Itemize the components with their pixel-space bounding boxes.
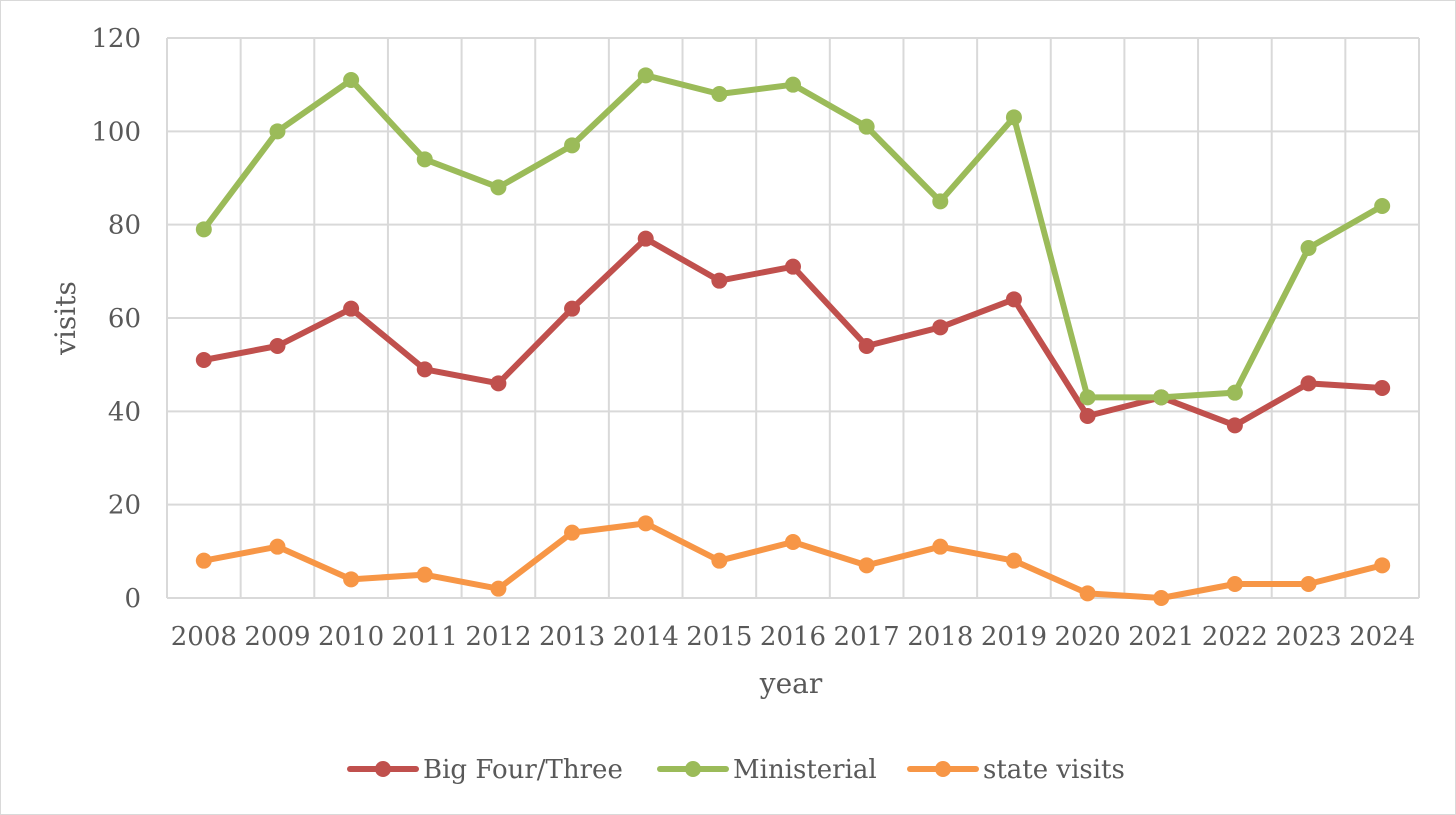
data-point [1005,552,1022,569]
x-tick-label: 2017 [834,622,900,652]
data-point [343,300,360,317]
x-tick-label: 2023 [1275,622,1341,652]
data-point [785,258,801,275]
data-point [195,221,212,238]
y-tick-label: 0 [124,584,141,614]
data-point [564,524,581,541]
data-point [269,123,286,140]
data-point [785,76,801,93]
data-point [932,538,949,555]
x-tick-label: 2013 [539,622,605,652]
data-point [490,580,507,597]
data-point [343,571,360,588]
data-point [564,137,581,154]
series-ministerial [195,67,1391,406]
x-tick-label: 2019 [981,622,1047,652]
y-tick-label: 20 [108,491,141,521]
y-tick-label: 100 [91,117,141,147]
data-point [858,118,875,135]
data-point [711,272,728,289]
x-tick-label: 2024 [1349,622,1415,652]
data-point [711,86,728,102]
x-tick-label: 2012 [465,622,531,652]
x-tick-label: 2022 [1202,622,1268,652]
legend: Big Four/Three Ministerial state visits [347,755,1125,785]
data-point [1153,389,1170,406]
data-point [195,552,212,569]
data-point [195,352,212,368]
legend-label: Big Four/Three [423,755,623,785]
legend-marker [375,761,391,777]
data-point [1005,291,1022,308]
data-point [858,557,875,574]
data-point [269,338,286,354]
legend-marker [685,761,701,777]
x-tick-label: 2020 [1055,622,1121,652]
data-point [564,300,581,317]
data-point [1300,576,1317,592]
axes: 0 20 40 60 80 100 120 2008 2009 2010 2011 2012 2013 2… [91,24,1415,652]
legend-marker [935,761,951,777]
data-point [785,534,801,550]
data-point [932,319,949,336]
data-point [1226,384,1243,401]
data-point [1079,585,1096,602]
legend-item: state visits [907,755,1125,785]
data-point [490,375,507,392]
data-point [1374,380,1391,396]
x-tick-label: 2018 [907,622,973,652]
data-point [416,361,433,378]
legend-label: Ministerial [733,755,877,785]
x-tick-label: 2011 [392,622,458,652]
data-point [858,338,875,354]
series-lines [195,67,1391,606]
data-point [1226,576,1243,592]
data-point [1374,198,1391,214]
x-tick-label: 2014 [613,622,679,652]
data-point [416,151,433,168]
data-point [269,538,286,555]
data-point [1226,417,1243,434]
legend-item: Big Four/Three [347,755,623,785]
legend-item: Ministerial [657,755,877,785]
x-tick-label: 2021 [1128,622,1194,652]
y-tick-label: 80 [108,211,141,241]
data-point [1005,109,1022,126]
data-point [1079,408,1096,424]
data-point [343,72,360,88]
series-state-visits [195,515,1391,606]
x-tick-label: 2009 [244,622,310,652]
data-point [490,179,507,196]
data-point [711,552,728,569]
y-tick-label: 60 [108,304,141,334]
x-tick-label: 2010 [318,622,384,652]
data-point [416,566,433,583]
x-tick-label: 2015 [686,622,752,652]
data-point [1300,375,1317,392]
data-point [1079,389,1096,406]
x-tick-label: 2008 [171,622,237,652]
data-point [637,67,654,84]
data-point [637,230,654,247]
series-big-four-three [195,230,1391,434]
data-point [932,193,949,210]
data-point [1300,240,1317,256]
legend-label: state visits [983,755,1125,785]
y-tick-label: 40 [108,397,141,427]
data-point [1153,590,1170,606]
y-tick-label: 120 [91,24,141,54]
series-line [200,72,1386,401]
y-axis-title: visits [49,281,82,356]
x-axis-title: year [759,667,823,700]
x-tick-label: 2016 [760,622,826,652]
gridlines [166,37,1420,599]
data-point [1374,557,1391,574]
data-point [637,515,654,532]
